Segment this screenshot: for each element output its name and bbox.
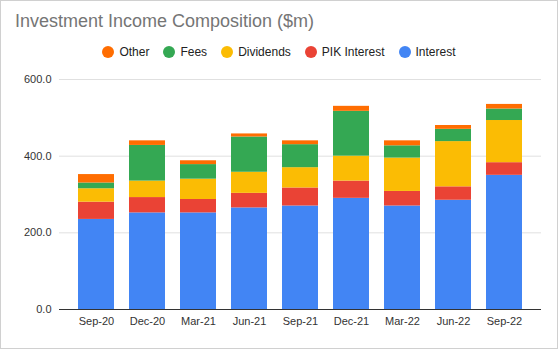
svg-text:Mar-21: Mar-21 <box>181 315 216 327</box>
html-text:Fees: Fees <box>180 45 208 59</box>
svg-text:Dec-20: Dec-20 <box>130 315 165 327</box>
svg-text:Jun-22: Jun-22 <box>437 315 471 327</box>
svg-text:Sep-21: Sep-21 <box>283 315 318 327</box>
svg-text:0.0: 0.0 <box>36 303 51 315</box>
svg-text:Sep-22: Sep-22 <box>487 315 522 327</box>
html-text:Other: Other <box>119 45 150 59</box>
svg-text:200.0: 200.0 <box>24 226 52 238</box>
svg-text:Sep-20: Sep-20 <box>79 315 114 327</box>
html-text:Dividends: Dividends <box>238 45 291 59</box>
html-text:PIK Interest: PIK Interest <box>321 45 385 59</box>
svg-text:400.0: 400.0 <box>24 150 52 162</box>
svg-text:Mar-22: Mar-22 <box>385 315 420 327</box>
html-text:Interest: Interest <box>415 45 456 59</box>
html-text:Investment Income Composition: Investment Income Composition ($m) <box>15 11 315 31</box>
svg-text:Jun-21: Jun-21 <box>233 315 267 327</box>
svg-text:600.0: 600.0 <box>24 73 52 85</box>
svg-text:Dec-21: Dec-21 <box>334 315 369 327</box>
